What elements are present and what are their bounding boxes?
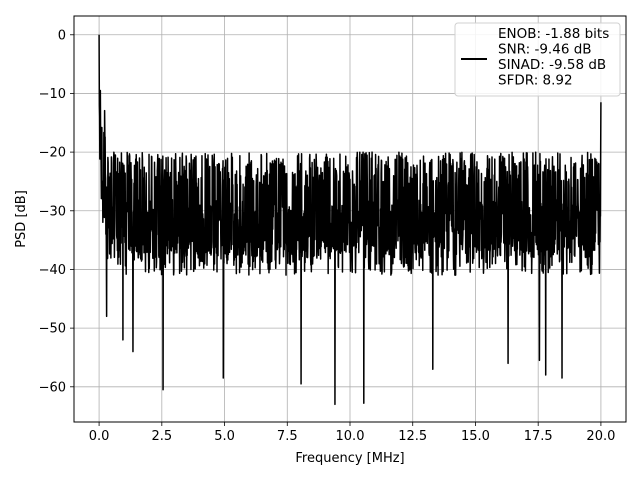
x-tick-label: 17.5	[524, 429, 553, 444]
psd-series-line	[98, 34, 602, 406]
legend-entry: SFDR: 8.92	[498, 73, 573, 89]
x-tick-label: 0.0	[89, 429, 110, 444]
y-tick-label: −30	[39, 204, 66, 219]
x-axis: 0.0 2.5 5.0 7.5 10.0 12.5 15.0 17.5 20.0	[89, 422, 615, 444]
legend-box	[454, 22, 621, 97]
legend-entry: SNR: -9.46 dB	[498, 42, 592, 58]
x-tick-label: 5.0	[214, 429, 235, 444]
y-tick-label: −20	[39, 146, 66, 161]
y-tick-label: −10	[39, 87, 66, 102]
x-tick-label: 15.0	[461, 429, 490, 444]
y-tick-label: −40	[39, 263, 66, 278]
y-tick-label: 0	[58, 28, 66, 43]
x-axis-label: Frequency [MHz]	[295, 451, 404, 466]
x-tick-label: 12.5	[398, 429, 427, 444]
x-tick-label: 20.0	[586, 429, 615, 444]
y-tick-label: −60	[39, 380, 66, 395]
x-tick-label: 2.5	[151, 429, 172, 444]
legend-entry: ENOB: -1.88 bits	[498, 26, 609, 42]
x-tick-label: 7.5	[277, 429, 298, 444]
y-axis: 0 −10 −20 −30 −40 −50 −60	[39, 28, 74, 395]
x-tick-label: 10.0	[336, 429, 365, 444]
legend-entry: SINAD: -9.58 dB	[498, 57, 606, 73]
series-layer	[98, 34, 602, 406]
y-axis-label: PSD [dB]	[14, 190, 29, 248]
y-tick-label: −50	[39, 322, 66, 337]
